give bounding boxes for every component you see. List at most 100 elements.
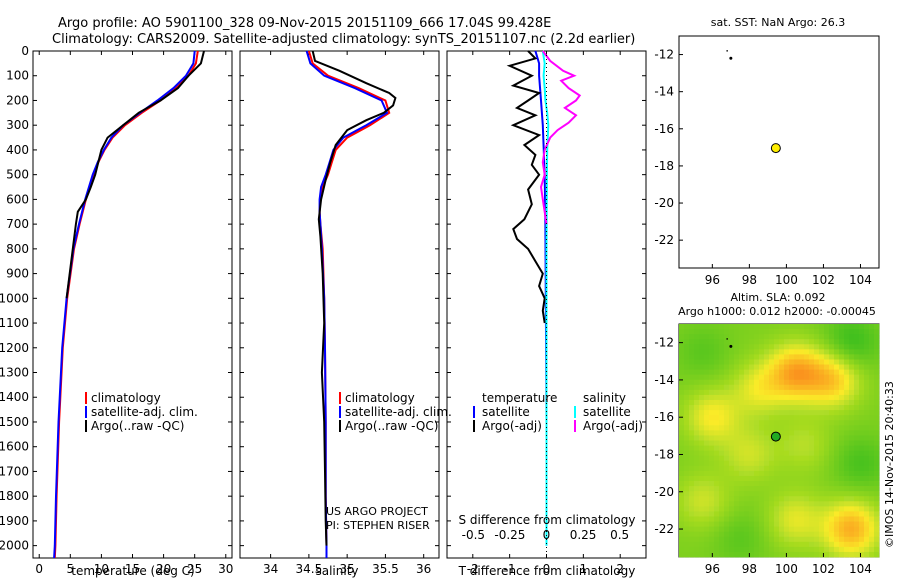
heatmap-cell: [804, 339, 810, 345]
heatmap-cell: [779, 475, 785, 482]
heatmap-cell: [824, 521, 830, 528]
heatmap-cell: [699, 531, 705, 538]
heatmap-cell: [749, 369, 755, 376]
heatmap-cell: [734, 460, 740, 467]
heatmap-cell: [799, 324, 805, 330]
heatmap-cell: [834, 440, 840, 446]
heatmap-cell: [819, 521, 825, 528]
heatmap-cell: [869, 460, 875, 467]
heatmap-cell: [729, 349, 735, 355]
heatmap-cell: [764, 324, 770, 330]
track-point: [729, 56, 733, 60]
heatmap-cell: [824, 399, 830, 406]
heatmap-cell: [809, 334, 815, 340]
heatmap-cell: [834, 415, 840, 421]
heatmap-cell: [684, 354, 690, 360]
depth-tick-label: 600: [6, 192, 29, 206]
series-line: [65, 50, 205, 299]
heatmap-cell: [809, 329, 815, 335]
heatmap-cell: [869, 324, 875, 330]
sst-map-title: sat. SST: NaN Argo: 26.3: [711, 16, 845, 29]
heatmap-cell: [764, 465, 770, 472]
heatmap-cell: [684, 465, 690, 472]
heatmap-cell: [709, 460, 715, 467]
heatmap-cell: [814, 486, 820, 492]
heatmap-cell: [744, 541, 750, 548]
heatmap-cell: [864, 349, 870, 355]
heatmap-cell: [839, 329, 845, 335]
heatmap-cell: [819, 349, 825, 355]
heatmap-cell: [824, 506, 830, 512]
heatmap-cell: [849, 415, 855, 421]
heatmap-cell: [759, 369, 765, 376]
heatmap-cell: [734, 501, 740, 507]
argo-float-marker: [770, 431, 781, 442]
heatmap-cell: [839, 481, 845, 487]
heatmap-cell: [719, 399, 725, 406]
heatmap-cell: [839, 364, 845, 370]
heatmap-cell: [844, 410, 850, 416]
heatmap-cell: [764, 344, 770, 350]
heatmap-cell: [684, 486, 690, 492]
heatmap-cell: [774, 546, 780, 553]
heatmap-cell: [699, 455, 705, 462]
heatmap-cell: [874, 410, 880, 416]
heatmap-cell: [844, 329, 850, 335]
heatmap-cell: [844, 481, 850, 487]
heatmap-cell: [814, 369, 820, 376]
heatmap-cell: [724, 440, 730, 446]
heatmap-cell: [839, 511, 845, 517]
heatmap-cell: [864, 354, 870, 360]
heatmap-cell: [849, 536, 855, 543]
legend-label: satellite: [482, 405, 530, 419]
y-tick-label: -22: [654, 233, 674, 247]
heatmap-cell: [814, 334, 820, 340]
heatmap-cell: [689, 445, 695, 452]
heatmap-cell: [709, 374, 715, 381]
heatmap-cell: [739, 511, 745, 517]
heatmap-cell: [739, 491, 745, 497]
heatmap-cell: [844, 344, 850, 350]
heatmap-cell: [804, 445, 810, 452]
heatmap-cell: [719, 349, 725, 355]
heatmap-cell: [719, 541, 725, 548]
heatmap-cell: [839, 506, 845, 512]
heatmap-cell: [824, 501, 830, 507]
heatmap-cell: [684, 440, 690, 446]
heatmap-cell: [814, 521, 820, 528]
heatmap-cell: [704, 415, 710, 421]
heatmap-cell: [704, 521, 710, 528]
heatmap-cell: [844, 536, 850, 543]
heatmap-cell: [829, 450, 835, 457]
x-tick-label: 100: [775, 273, 798, 287]
heatmap-cell: [694, 349, 700, 355]
heatmap-cell: [744, 465, 750, 472]
heatmap-cell: [759, 445, 765, 452]
heatmap-cell: [719, 521, 725, 528]
heatmap-cell: [759, 435, 765, 441]
heatmap-cell: [684, 541, 690, 548]
heatmap-cell: [709, 455, 715, 462]
heatmap-cell: [769, 475, 775, 482]
heatmap-cell: [744, 536, 750, 543]
heatmap-cell: [829, 339, 835, 345]
heatmap-cell: [749, 445, 755, 452]
heatmap-cell: [839, 379, 845, 386]
heatmap-cell: [714, 526, 720, 533]
heatmap-cell: [809, 415, 815, 421]
heatmap-cell: [724, 329, 730, 335]
heatmap-cell: [849, 364, 855, 370]
heatmap-cell: [869, 389, 875, 396]
heatmap-cell: [714, 460, 720, 467]
heatmap-cell: [799, 425, 805, 431]
heatmap-cell: [869, 445, 875, 452]
heatmap-cell: [829, 430, 835, 436]
depth-tick-label: 1300: [0, 366, 29, 380]
x-tick-label: 10: [94, 562, 109, 576]
heatmap-cell: [874, 496, 880, 502]
heatmap-cell: [754, 475, 760, 482]
heatmap-cell: [859, 379, 865, 386]
heatmap-cell: [699, 324, 705, 330]
heatmap-cell: [684, 329, 690, 335]
heatmap-cell: [704, 440, 710, 446]
